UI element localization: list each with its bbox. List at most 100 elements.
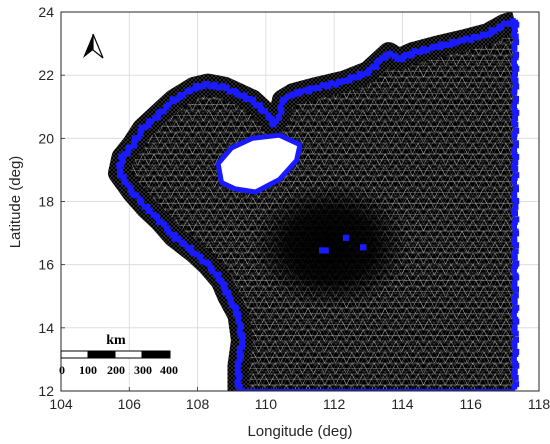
boundary-node <box>135 134 142 141</box>
boundary-node <box>161 221 167 228</box>
boundary-node <box>512 203 519 210</box>
boundary-node <box>513 65 520 72</box>
x-tick-label: 114 <box>391 396 414 412</box>
boundary-node <box>430 44 437 50</box>
boundary-node <box>145 207 152 214</box>
boundary-node <box>242 95 249 102</box>
boundary-node <box>160 108 167 115</box>
boundary-node <box>236 372 243 379</box>
boundary-node <box>215 84 222 91</box>
boundary-node <box>302 87 309 94</box>
boundary-node <box>175 235 182 242</box>
boundary-node <box>169 231 176 238</box>
boundary-node <box>137 128 144 135</box>
x-tick-label: 108 <box>186 396 210 412</box>
boundary-node <box>510 267 517 274</box>
x-tick-label: 106 <box>118 396 142 412</box>
boundary-node <box>513 230 520 237</box>
boundary-node <box>184 244 191 251</box>
y-axis-ticks: 12 14 16 18 20 22 24 <box>38 4 65 399</box>
scale-label-300: 300 <box>134 363 152 377</box>
scale-label-200: 200 <box>107 363 125 377</box>
boundary-node <box>511 178 517 185</box>
boundary-node <box>346 77 353 84</box>
boundary-node <box>226 88 233 95</box>
boundary-node <box>438 41 445 48</box>
y-tick-label: 24 <box>38 4 54 20</box>
boundary-node <box>512 33 519 40</box>
boundary-node <box>396 55 403 62</box>
boundary-node <box>510 355 517 362</box>
boundary-node <box>246 96 253 102</box>
boundary-node <box>235 318 242 324</box>
dense-mesh-area <box>252 182 410 309</box>
boundary-node <box>513 242 520 249</box>
boundary-node <box>512 306 519 313</box>
boundary-node <box>164 225 170 232</box>
boundary-node <box>232 304 239 311</box>
boundary-node <box>511 324 518 331</box>
boundary-node <box>511 218 518 225</box>
boundary-node <box>511 134 518 141</box>
x-tick-label: 112 <box>323 396 346 412</box>
boundary-node <box>420 45 427 52</box>
boundary-node <box>442 41 449 48</box>
boundary-node <box>187 87 194 94</box>
boundary-node <box>511 298 518 305</box>
boundary-node <box>512 70 518 77</box>
boundary-node <box>512 330 519 337</box>
boundary-node <box>276 114 282 121</box>
boundary-node <box>387 50 394 57</box>
boundary-node <box>511 254 518 261</box>
boundary-node <box>424 47 431 54</box>
boundary-node <box>237 322 244 329</box>
boundary-node <box>180 92 187 99</box>
boundary-node <box>131 135 138 142</box>
scale-label-100: 100 <box>79 363 97 377</box>
scale-seg-2 <box>87 350 116 359</box>
boundary-node <box>154 114 161 121</box>
boundary-node <box>236 328 243 335</box>
boundary-node <box>215 275 222 282</box>
x-tick-label: 110 <box>255 396 278 412</box>
north-arrow-icon <box>83 33 104 59</box>
boundary-node <box>233 310 239 317</box>
x-tick-label: 116 <box>460 396 483 412</box>
boundary-node <box>513 21 520 28</box>
boundary-node <box>512 142 519 149</box>
boundary-node <box>213 271 220 278</box>
boundary-node <box>126 144 133 151</box>
boundary-node <box>150 211 157 218</box>
boundary-node <box>375 58 382 65</box>
boundary-node <box>148 118 154 125</box>
boundary-node <box>463 35 470 42</box>
boundary-node <box>169 96 176 103</box>
boundary-node <box>173 96 180 103</box>
boundary-node <box>328 80 335 87</box>
y-tick-label: 18 <box>38 194 54 210</box>
boundary-node <box>503 20 510 27</box>
boundary-node <box>337 78 344 85</box>
boundary-node <box>512 115 519 122</box>
y-tick-label: 16 <box>38 257 54 273</box>
x-tick-label: 104 <box>49 396 73 412</box>
boundary-node <box>512 54 519 61</box>
y-tick-label: 14 <box>38 320 54 336</box>
boundary-node <box>165 228 172 235</box>
boundary-node <box>236 351 243 358</box>
boundary-node <box>222 289 229 296</box>
boundary-node <box>320 82 327 89</box>
boundary-node <box>120 173 127 180</box>
boundary-node <box>511 89 518 96</box>
boundary-node <box>512 77 519 84</box>
boundary-node <box>234 91 241 98</box>
scale-seg-1 <box>60 350 89 359</box>
boundary-node <box>513 286 519 293</box>
scale-bar: km 0 100 200 300 400 <box>59 333 178 377</box>
boundary-node <box>128 189 135 196</box>
boundary-node <box>234 369 241 376</box>
boundary-node <box>512 374 519 381</box>
boundary-node <box>124 150 131 157</box>
boundary-node <box>475 34 482 41</box>
boundary-node <box>252 102 259 109</box>
